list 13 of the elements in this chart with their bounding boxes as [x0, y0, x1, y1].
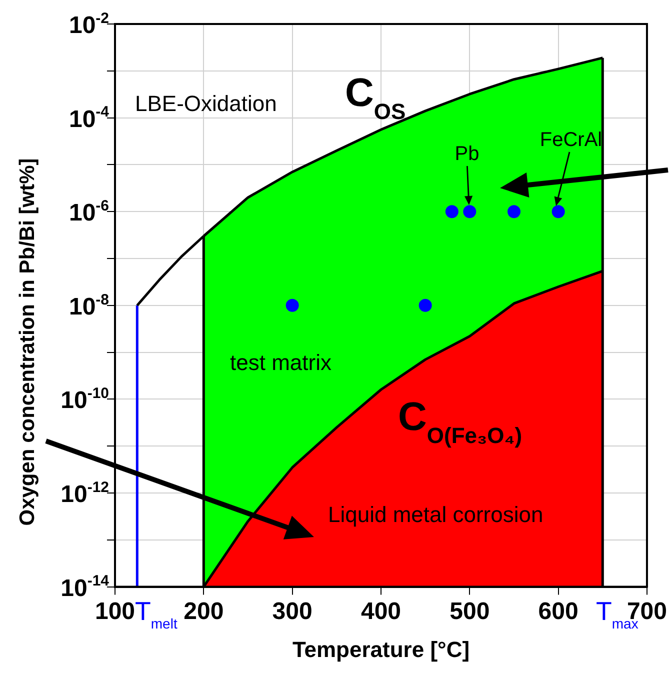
annotation: LBE-Oxidation: [135, 91, 277, 116]
annotation: test matrix: [230, 350, 332, 375]
annotation: FeCrAl: [540, 129, 602, 151]
annotation: Liquid metal corrosion: [328, 502, 544, 527]
x-axis-title: Temperature [°C]: [292, 636, 470, 662]
annotation: Pb: [454, 143, 480, 165]
x-tick-label: 500: [450, 598, 490, 625]
x-tick-label: 300: [272, 598, 312, 625]
x-tick-label: 400: [360, 598, 402, 625]
x-tick-label: 100: [94, 598, 136, 625]
x-tick-label: 600: [538, 598, 578, 625]
x-tick-label: 200: [184, 598, 224, 625]
y-axis-title: Oxygen concentration in Pb/Bi [wt%]: [16, 158, 39, 526]
